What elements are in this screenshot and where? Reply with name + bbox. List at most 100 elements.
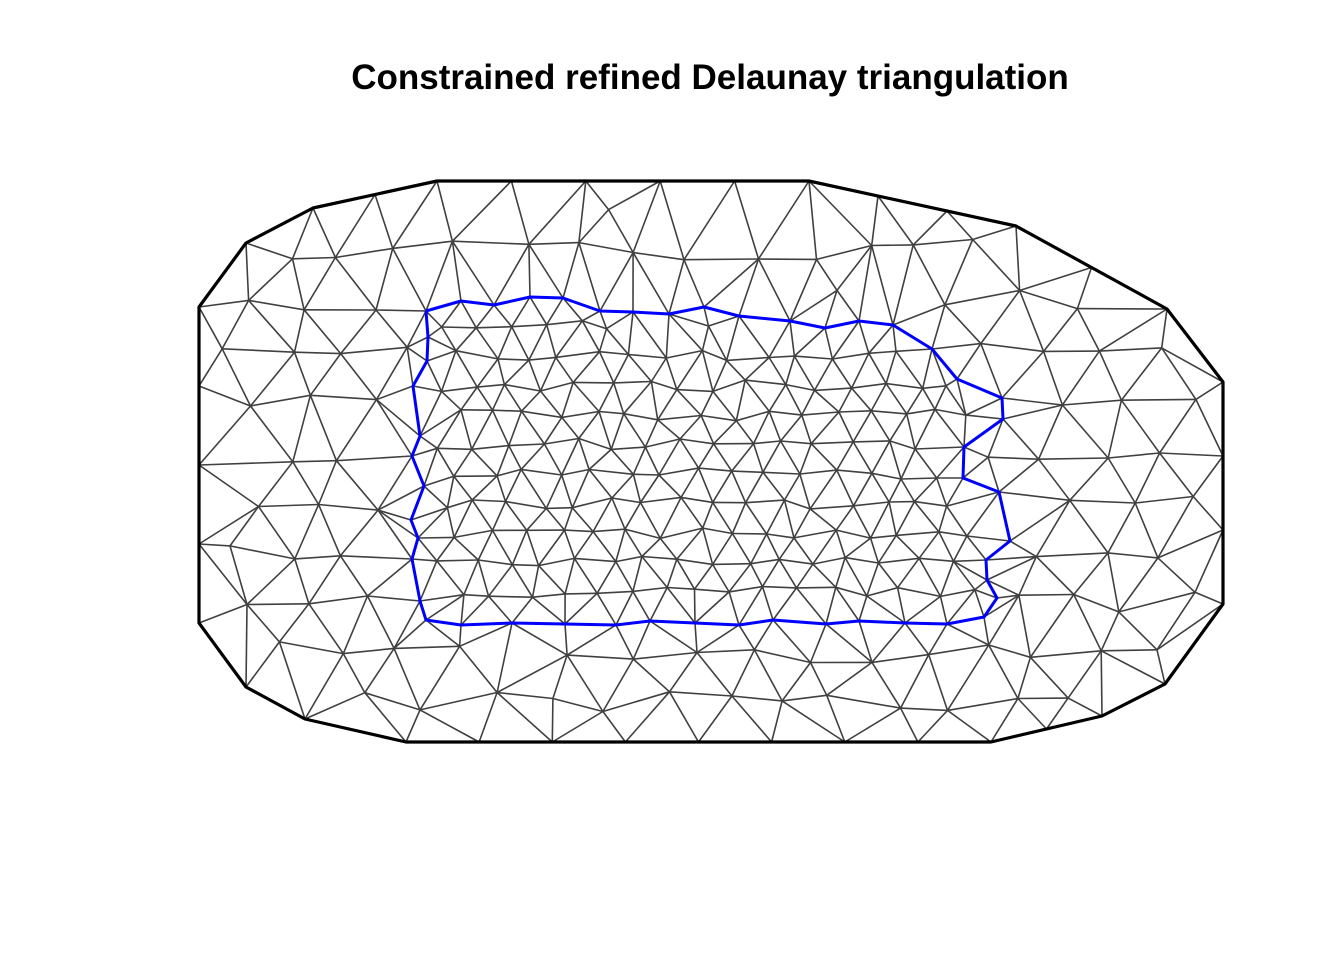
mesh-edge [906, 387, 924, 415]
mesh-edge [1192, 455, 1224, 497]
mesh-edge [555, 350, 600, 359]
mesh-edge [292, 461, 320, 505]
mesh-edge [650, 357, 667, 382]
mesh-edge [1100, 650, 1103, 717]
mesh-edge [528, 180, 587, 245]
mesh-edge [1030, 650, 1102, 659]
mesh-edge [944, 289, 1020, 306]
mesh-edge [546, 297, 564, 326]
mesh-edge [895, 534, 920, 559]
mesh-edge [565, 592, 598, 595]
mesh-edge [417, 507, 448, 539]
mesh-edge [596, 592, 617, 626]
mesh-edge [198, 299, 249, 308]
mesh-edge [895, 501, 916, 536]
mesh-edge [693, 589, 696, 624]
mesh-edge [393, 619, 427, 649]
mesh-edge [375, 248, 394, 311]
mesh-edges [198, 180, 1224, 743]
mesh-edge [701, 527, 714, 565]
mesh-edge [572, 351, 601, 383]
mesh-edge [945, 378, 958, 387]
mesh-edge [453, 448, 473, 477]
mesh-edge [665, 357, 678, 390]
mesh-edge [1045, 697, 1069, 730]
mesh-edge [712, 470, 733, 503]
mesh-edge [567, 654, 634, 660]
mesh-edge [851, 382, 887, 389]
mesh-edge [526, 507, 547, 531]
mesh-edge [476, 358, 499, 388]
mesh-edge [1001, 397, 1063, 406]
mesh-edge [825, 623, 873, 664]
mesh-edge [772, 587, 798, 621]
mesh-edge [539, 390, 563, 418]
mesh-edge [905, 413, 916, 450]
mesh-edge [303, 309, 342, 355]
mesh-edge [869, 537, 880, 564]
mesh-edge [478, 559, 513, 566]
mesh-edge [983, 594, 1020, 618]
mesh-edge [809, 623, 827, 663]
mesh-edge [446, 476, 455, 508]
mesh-edge [752, 443, 764, 473]
mesh-edge [657, 389, 678, 421]
mesh-edge [294, 558, 310, 605]
mesh-edge [377, 509, 413, 560]
mesh-edge [599, 310, 608, 329]
mesh-edge [871, 472, 902, 480]
mesh-edge [375, 399, 413, 457]
mesh-edge [1018, 556, 1038, 596]
mesh-edge [782, 694, 827, 702]
mesh-edge [988, 644, 1031, 659]
mesh-edge [520, 443, 545, 470]
mesh-edge [697, 467, 714, 503]
mesh-edge [504, 469, 522, 502]
mesh-edge [885, 383, 908, 415]
mesh-edge [503, 384, 523, 412]
mesh-edge [308, 555, 342, 605]
mesh-edge [496, 475, 507, 502]
mesh-edge [546, 506, 573, 510]
mesh-edge [770, 700, 783, 743]
mesh-edge [451, 241, 462, 302]
mesh-edge [294, 504, 320, 560]
mesh-edge [810, 411, 840, 445]
mesh-edge [1061, 350, 1101, 406]
mesh-edge [496, 654, 568, 694]
mesh-edge [858, 595, 868, 622]
mesh-edge [1002, 404, 1063, 420]
mesh-edge [972, 225, 1017, 241]
mesh-edge [1100, 611, 1120, 652]
mesh-edge [871, 244, 914, 247]
mesh-edge [1118, 591, 1196, 613]
mesh-edge [946, 589, 976, 625]
mesh-edge [1018, 593, 1074, 596]
mesh-edge [996, 594, 1020, 599]
mesh-edge [853, 440, 890, 443]
mesh-edge [772, 619, 812, 664]
mesh-edge [1067, 650, 1102, 699]
mesh-edge [364, 692, 407, 743]
mesh-edge [956, 343, 982, 380]
mesh-edge [809, 469, 838, 510]
mesh-edge [628, 353, 667, 359]
mesh-edge [728, 585, 763, 593]
mesh-edge [753, 649, 783, 702]
mesh-edge [701, 502, 714, 529]
mesh-edge [573, 381, 614, 384]
mesh-edge [896, 557, 920, 589]
mesh-edge [564, 558, 576, 595]
mesh-edge [744, 379, 770, 412]
mesh-edge [1157, 529, 1224, 559]
mesh-edge [564, 529, 594, 533]
mesh-edge [615, 555, 643, 563]
mesh-edge [762, 585, 797, 589]
mesh-edge [676, 388, 713, 393]
mesh-edge [334, 257, 377, 311]
mesh-edge [1069, 457, 1109, 501]
mesh-edge [364, 647, 395, 694]
mesh-edge [477, 559, 490, 597]
mesh-edge [877, 562, 899, 589]
mesh-edge [528, 243, 564, 299]
